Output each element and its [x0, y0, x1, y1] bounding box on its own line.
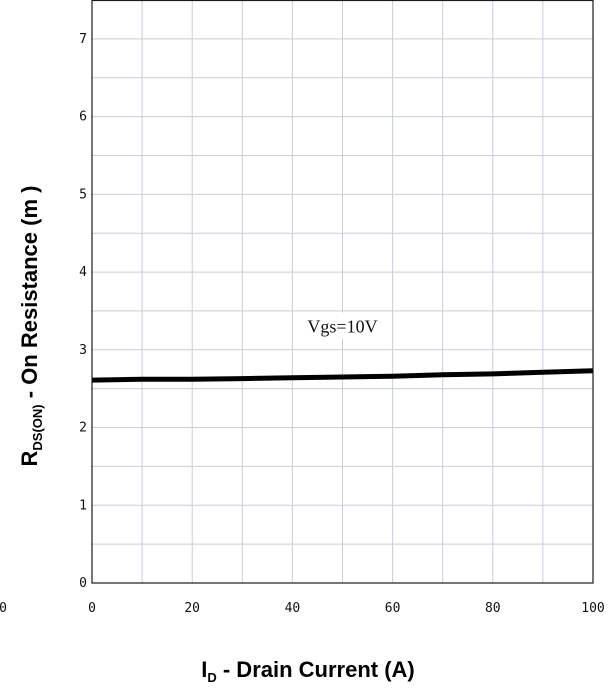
- y-axis-label: RDS(ON) - On Resistance (m ): [17, 186, 45, 467]
- x-axis-label-rest: - Drain Current (A): [217, 657, 415, 682]
- x-tick-label: 40: [285, 601, 301, 616]
- y-tick-label: 1: [79, 498, 87, 513]
- y-tick-label: 2: [79, 421, 87, 436]
- x-tick-label: 0: [88, 601, 96, 616]
- y-tick-label: 4: [79, 265, 87, 280]
- x-axis-label-subscript: D: [207, 670, 216, 685]
- x-tick-label: 80: [485, 601, 501, 616]
- y-tick-label: 6: [79, 110, 87, 125]
- y-tick-label: 5: [79, 187, 87, 202]
- x-tick-labels: 0 20 40 60 80 100: [88, 601, 605, 616]
- x-axis-label: ID - Drain Current (A): [201, 657, 415, 685]
- annotation-label: Vgs=10V: [307, 316, 377, 336]
- plot-frame: [91, 0, 594, 584]
- y-axis-label-rest: - On Resistance (m ): [17, 186, 42, 405]
- x-tick-label: 20: [184, 601, 200, 616]
- series-line: [91, 368, 594, 383]
- y-axis-label-subscript: DS(ON): [30, 404, 45, 450]
- grid: [92, 0, 593, 583]
- x-tick-label: 100: [581, 601, 604, 616]
- y-tick-label: 7: [79, 32, 87, 47]
- annotation-layer: Vgs=10V: [296, 312, 389, 339]
- y-tick-label: 0: [79, 576, 87, 591]
- y-axis-label-main: R: [17, 450, 42, 466]
- y-tick-labels: 0 1 2 3 4 5 6 7: [79, 32, 87, 591]
- annotation-background: [296, 312, 389, 339]
- stray-x-tick-label: 0: [0, 601, 7, 616]
- series-layer: [91, 368, 594, 383]
- x-tick-label: 60: [385, 601, 401, 616]
- y-tick-label: 3: [79, 343, 87, 358]
- x-axis-label-main: I: [201, 657, 207, 682]
